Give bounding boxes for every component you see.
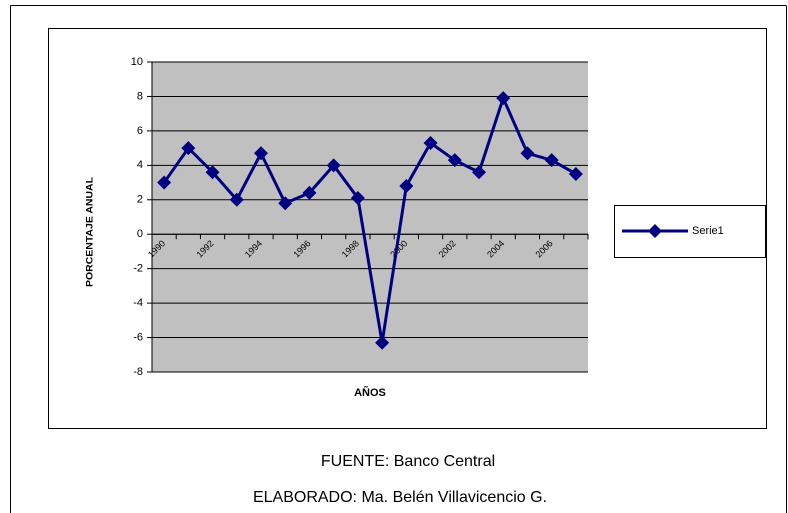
marker xyxy=(423,135,438,150)
series-line xyxy=(162,96,577,345)
marker xyxy=(205,165,220,180)
y-tick-label: 10 xyxy=(131,56,143,68)
y-tick-label: -6 xyxy=(133,331,143,343)
y-tick-label: -8 xyxy=(133,366,143,378)
legend-label: Serie1 xyxy=(692,225,724,237)
y-tick-label: 6 xyxy=(137,125,143,137)
y-tick-label: -2 xyxy=(133,263,143,275)
marker xyxy=(254,146,268,161)
x-axis-label: AÑOS xyxy=(354,386,386,399)
marker xyxy=(399,179,414,193)
footer-credit: ELABORADO: Ma. Belén Villavicencio G. xyxy=(253,489,547,506)
marker xyxy=(568,166,583,181)
marker xyxy=(302,185,317,200)
marker xyxy=(472,165,486,180)
y-tick-label: 4 xyxy=(137,159,143,171)
marker xyxy=(447,153,462,168)
footer-source: FUENTE: Banco Central xyxy=(321,453,495,470)
marker xyxy=(326,158,341,173)
plot-area xyxy=(152,62,588,372)
y-tick-label: 0 xyxy=(137,228,143,240)
marker xyxy=(520,146,535,161)
y-axis-label: PORCENTAJE ANUAL xyxy=(84,176,94,287)
marker xyxy=(278,196,293,211)
marker xyxy=(544,153,559,168)
y-tick-label: -4 xyxy=(133,297,143,309)
marker xyxy=(181,141,196,156)
marker xyxy=(496,91,511,106)
marker xyxy=(157,175,172,190)
legend-marker xyxy=(648,224,662,238)
y-tick-label: 8 xyxy=(137,90,143,102)
marker xyxy=(375,335,390,350)
marker xyxy=(350,191,365,206)
y-tick-label: 2 xyxy=(137,194,143,206)
marker xyxy=(229,192,244,207)
